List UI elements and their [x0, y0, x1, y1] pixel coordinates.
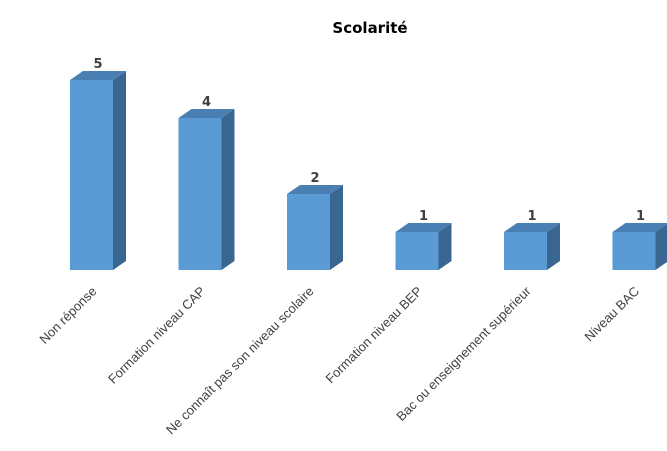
bar-side [113, 71, 126, 270]
chart-title: Scolarité [332, 19, 407, 37]
bar [287, 185, 343, 270]
bar-top [287, 185, 343, 194]
category-label: Niveau BAC [581, 284, 642, 345]
bar-front [178, 118, 222, 270]
category-label: Non réponse [36, 284, 99, 347]
bar-top [395, 223, 452, 232]
bar-side [330, 185, 343, 270]
bar [395, 223, 452, 270]
bar-top [178, 109, 235, 118]
data-labels-group: 5 4 2 1 1 1 [93, 57, 645, 224]
data-label: 2 [310, 171, 319, 186]
category-label: Formation niveau CAP [105, 284, 208, 387]
bar-side [221, 109, 235, 270]
bar [178, 109, 235, 270]
category-label: Formation niveau BEP [323, 284, 426, 387]
data-label: 4 [202, 95, 211, 110]
bar-side [655, 224, 667, 270]
bar [612, 223, 667, 270]
bar [504, 223, 560, 270]
bar-side [438, 223, 452, 270]
data-label: 1 [419, 209, 428, 224]
bar-front [70, 80, 113, 270]
bar-front [395, 232, 439, 270]
bar [70, 71, 126, 270]
bar-side [547, 223, 560, 270]
bar-top [504, 223, 560, 232]
bar-front [504, 232, 547, 270]
data-label: 1 [527, 209, 536, 224]
bar-top [70, 71, 126, 80]
data-label: 1 [636, 209, 645, 224]
bar-front [287, 194, 330, 270]
bar-front [612, 232, 656, 270]
bars-group [70, 71, 667, 270]
bar-top [612, 223, 667, 232]
data-label: 5 [93, 57, 102, 72]
